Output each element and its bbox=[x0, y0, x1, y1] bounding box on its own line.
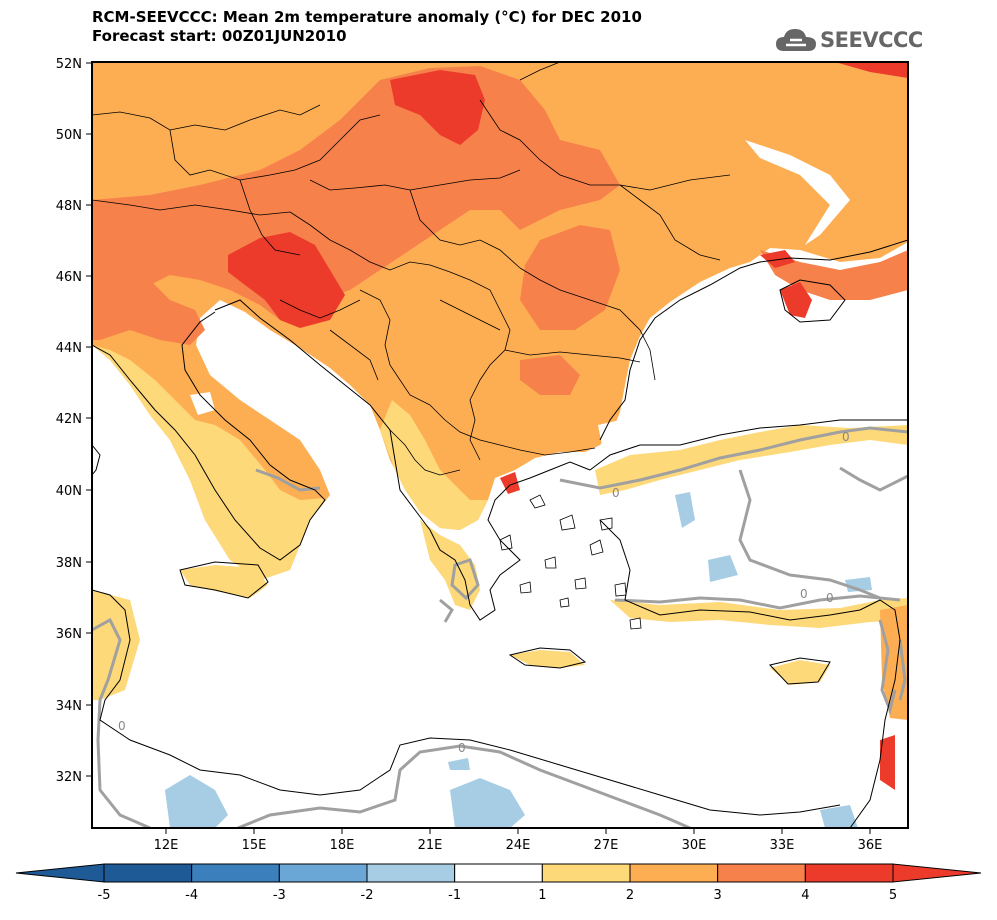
coastlines bbox=[92, 239, 908, 828]
anomaly-field-neg-1-2-libya bbox=[165, 775, 228, 828]
lat-label: 52N bbox=[56, 57, 82, 72]
title-line-1: RCM-SEEVCCC: Mean 2m temperature anomaly… bbox=[92, 8, 642, 26]
map-frame bbox=[91, 61, 909, 829]
lat-label: 40N bbox=[56, 484, 82, 499]
zero-contours bbox=[92, 426, 908, 828]
lat-label: 38N bbox=[56, 556, 82, 571]
lat-label: 44N bbox=[56, 341, 82, 356]
anomaly-field-1-2-turkey bbox=[595, 425, 908, 495]
anomaly-field-1-2-cyprus bbox=[770, 660, 830, 685]
anomaly-field-1-2-sicily bbox=[180, 565, 268, 598]
lat-axis: 52N 50N 48N 46N 44N 42N 40N 38N 36N 34N … bbox=[56, 57, 92, 785]
colorbar-label: -3 bbox=[273, 888, 286, 903]
colorbar-arrow-left bbox=[15, 863, 105, 883]
anomaly-field-neg-1-2-egypt-small bbox=[448, 758, 470, 770]
lat-label: 46N bbox=[56, 270, 82, 285]
colorbar-label: -2 bbox=[361, 888, 374, 903]
colorbar-label: -1 bbox=[448, 888, 461, 903]
anomaly-field-3-4-carpathians bbox=[520, 225, 620, 330]
anomaly-field-1-2-turkey-south bbox=[610, 598, 908, 628]
contour-label: 0 bbox=[612, 486, 620, 500]
colorbar-segment bbox=[454, 863, 543, 883]
anomaly-field-4-5-levant bbox=[880, 735, 895, 790]
colorbar: -5 -4 -3 -2 -1 1 2 3 4 5 bbox=[15, 863, 982, 903]
colorbar-segment bbox=[191, 863, 280, 883]
lon-label: 21E bbox=[418, 838, 443, 853]
cloud-icon bbox=[776, 29, 816, 51]
chart-title: RCM-SEEVCCC: Mean 2m temperature anomaly… bbox=[92, 8, 642, 46]
colorbar-label: -5 bbox=[98, 888, 111, 903]
anomaly-field-neg-1-2-turkey2 bbox=[708, 555, 738, 582]
contour-label: 0 bbox=[458, 741, 466, 755]
colorbar-segment bbox=[541, 863, 631, 883]
anomaly-field-neg-1-2-sinai bbox=[820, 805, 858, 828]
anomaly-field-neutral-italy bbox=[190, 392, 215, 415]
lat-label: 48N bbox=[56, 199, 82, 214]
lat-label: 34N bbox=[56, 699, 82, 714]
colorbar-segment bbox=[278, 863, 368, 883]
lat-label: 42N bbox=[56, 412, 82, 427]
anomaly-field-4-5-azov bbox=[760, 250, 795, 268]
contour-label: 0 bbox=[118, 719, 126, 733]
lon-label: 27E bbox=[594, 838, 619, 853]
anomaly-field-4-5-crimea bbox=[780, 282, 812, 318]
contour-label: 0 bbox=[842, 430, 850, 444]
anomaly-field-neg-1-2-turkey1 bbox=[675, 492, 695, 528]
colorbar-label: -4 bbox=[185, 888, 198, 903]
lon-label: 18E bbox=[330, 838, 355, 853]
anomaly-field-3-4-west bbox=[92, 265, 205, 345]
anomaly-field-1-2-north-africa bbox=[92, 590, 140, 700]
lon-label: 30E bbox=[682, 838, 707, 853]
lat-label: 50N bbox=[56, 128, 82, 143]
anomaly-field-4-5-ne-corner bbox=[835, 62, 908, 78]
lon-label: 24E bbox=[506, 838, 531, 853]
anomaly-field-3-4-central bbox=[92, 66, 620, 320]
colorbar-segment bbox=[366, 863, 456, 883]
logo-text: SEEVCCC bbox=[820, 28, 923, 52]
colorbar-label: 3 bbox=[714, 888, 722, 903]
colorbar-segment bbox=[717, 863, 806, 883]
seevccc-logo: SEEVCCC bbox=[774, 22, 923, 58]
anomaly-field-4-5-poland bbox=[390, 70, 485, 145]
anomaly-field-4-5-chalkidiki bbox=[500, 472, 520, 494]
anomaly-field-3-4-east bbox=[600, 120, 870, 245]
colorbar-label: 1 bbox=[538, 888, 546, 903]
anomaly-field-neg-1-2-egypt bbox=[450, 778, 525, 828]
colorbar-label: 5 bbox=[889, 888, 897, 903]
colorbar-segment bbox=[103, 863, 193, 883]
colorbar-arrow-right bbox=[892, 863, 982, 883]
lon-label: 33E bbox=[770, 838, 795, 853]
lon-label: 36E bbox=[858, 838, 883, 853]
anomaly-field-3-4-ukraine bbox=[700, 62, 908, 110]
contour-label: 0 bbox=[826, 591, 834, 605]
colorbar-segment bbox=[804, 863, 894, 883]
colorbar-segment bbox=[629, 863, 719, 883]
anomaly-field-1-2-crete bbox=[510, 650, 585, 668]
colorbar-label: 2 bbox=[626, 888, 634, 903]
title-line-2: Forecast start: 00Z01JUN2010 bbox=[92, 27, 347, 45]
anomaly-field-neutral-ukraine bbox=[745, 140, 850, 245]
anomaly-field-1-2-balkans bbox=[380, 400, 488, 530]
anomaly-field-1-2-greece bbox=[420, 520, 480, 610]
contour-label: 0 bbox=[800, 587, 808, 601]
map-area: 0 0 0 0 0 0 bbox=[92, 62, 908, 828]
lat-label: 36N bbox=[56, 627, 82, 642]
country-borders bbox=[92, 62, 731, 476]
anomaly-field-3-4-balkan-south bbox=[520, 355, 580, 395]
lon-label: 15E bbox=[242, 838, 267, 853]
colorbar-label: 4 bbox=[801, 888, 809, 903]
anomaly-field-neutral-bulgaria-coast bbox=[598, 420, 625, 445]
aegean-islands bbox=[499, 494, 642, 630]
anomaly-field-4-5-alps bbox=[228, 232, 345, 328]
lat-label: 32N bbox=[56, 770, 82, 785]
contour-labels: 0 0 0 0 0 0 bbox=[118, 430, 850, 755]
lon-axis: 12E 15E 18E 21E 24E 27E 30E 33E 36E bbox=[154, 828, 883, 853]
lon-label: 12E bbox=[154, 838, 179, 853]
